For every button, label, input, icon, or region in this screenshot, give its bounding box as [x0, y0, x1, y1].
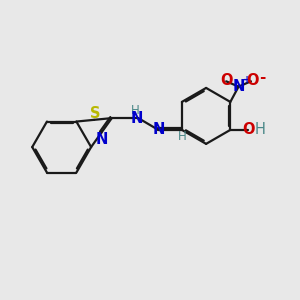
Text: N: N — [95, 132, 108, 147]
Text: O: O — [243, 122, 255, 137]
Text: H: H — [255, 122, 266, 137]
Text: H: H — [131, 104, 140, 117]
Text: +: + — [243, 75, 251, 85]
Text: O: O — [220, 73, 233, 88]
Text: N: N — [232, 79, 245, 94]
Text: S: S — [90, 106, 101, 121]
Text: -: - — [259, 70, 265, 85]
Text: N: N — [130, 111, 143, 126]
Text: H: H — [178, 130, 186, 143]
Text: O: O — [246, 73, 259, 88]
Text: N: N — [152, 122, 164, 137]
